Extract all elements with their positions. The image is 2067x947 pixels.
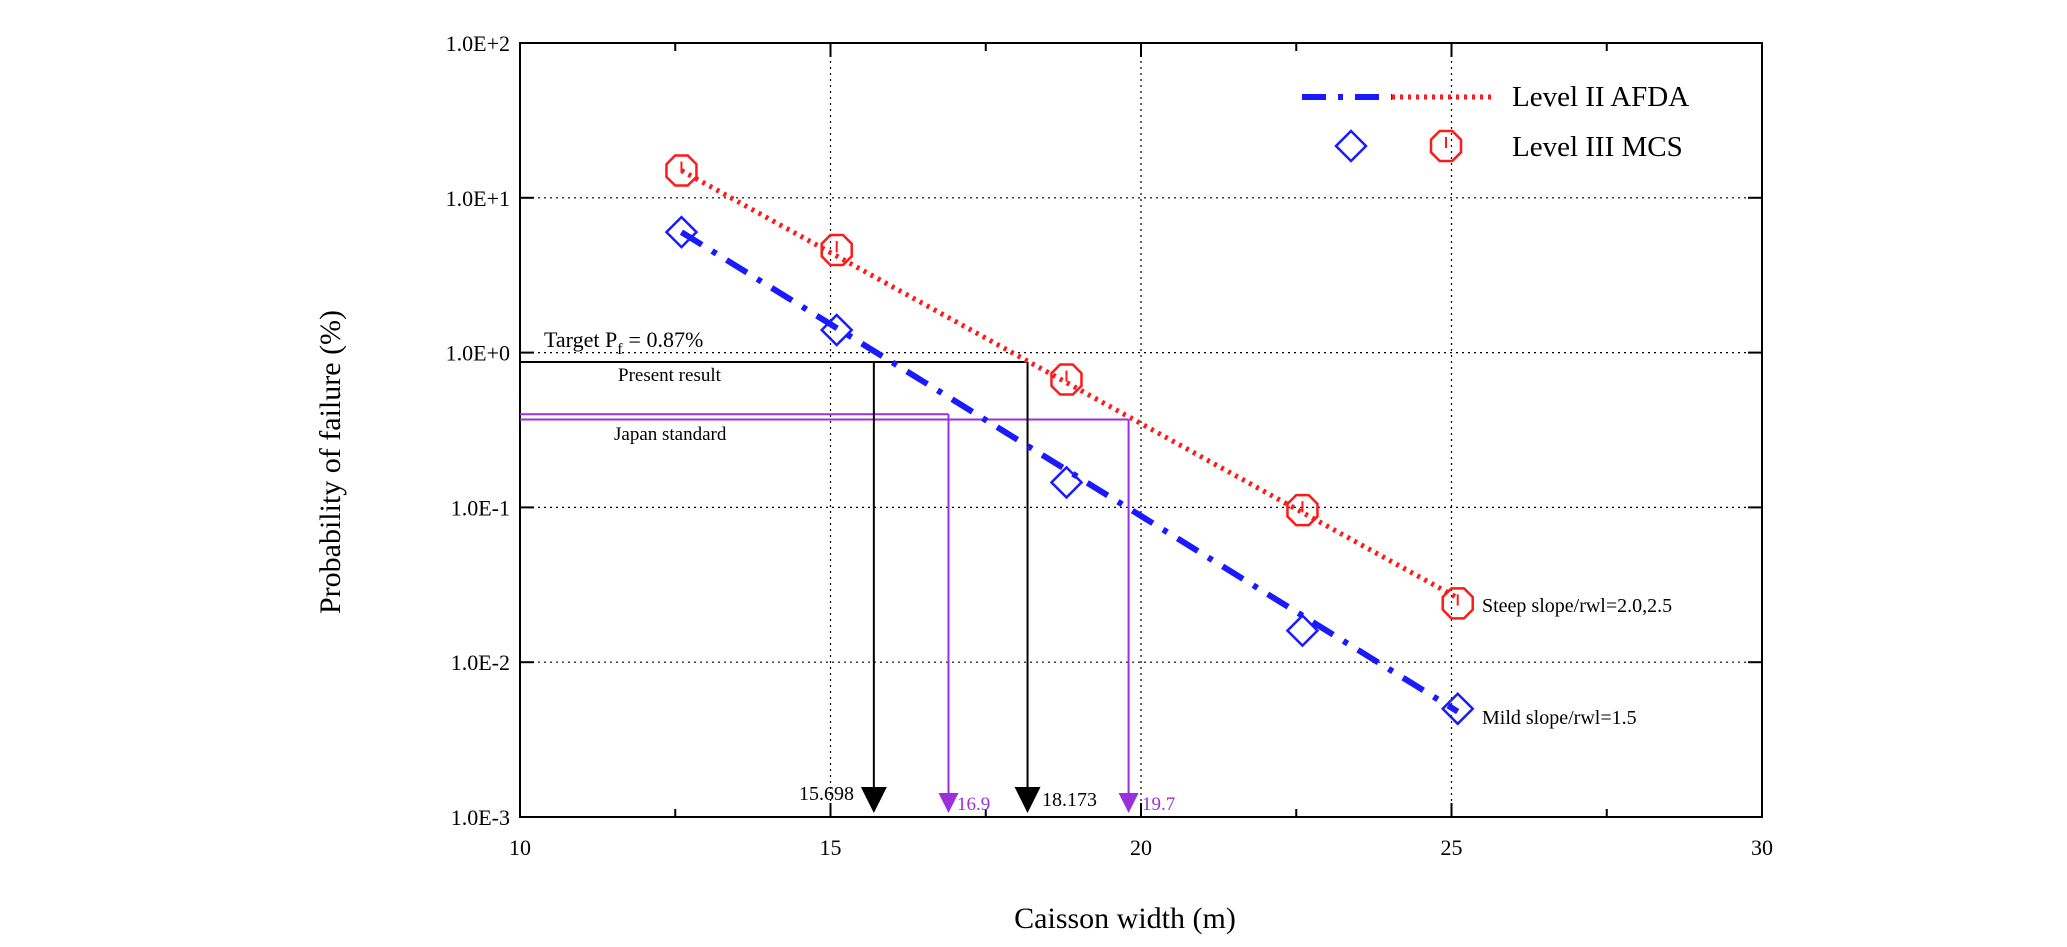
legend xyxy=(1302,94,1492,163)
steep-mcs-point-5-outline xyxy=(1441,587,1474,620)
steep-slope-label: Steep slope/rwl=2.0,2.5 xyxy=(1482,595,1672,617)
legend-mcs-diamond-icon xyxy=(1334,129,1368,163)
target-annotations xyxy=(520,360,1139,813)
y-tick-label-2: 1.0E+2 xyxy=(446,31,510,56)
present-result-label: Present result xyxy=(618,365,722,386)
mild-mcs-point-1 xyxy=(664,215,699,249)
steep-mcs-point-2-outline xyxy=(820,233,853,267)
steep-mcs-point-3-outline xyxy=(1050,363,1083,396)
legend-mcs-label: Level III MCS xyxy=(1512,131,1683,163)
y-axis-title: Probability of failure (%) xyxy=(314,310,347,614)
x-tick-label-10: 10 xyxy=(509,835,531,860)
mild-mcs-point-3 xyxy=(1049,465,1084,500)
y-tick-label--2: 1.0E-2 xyxy=(451,650,510,675)
steep-mcs-point-1-outline xyxy=(665,154,698,187)
y-tick-label--1: 1.0E-1 xyxy=(451,495,510,520)
japan-width-arrow-1-head xyxy=(938,793,959,813)
x-tick-label-15: 15 xyxy=(820,835,842,860)
steep-mcs-point-1 xyxy=(665,154,698,187)
present-width-arrow-2-head xyxy=(1014,787,1041,813)
x-tick-label-30: 30 xyxy=(1751,835,1773,860)
x-axis-title: Caisson width (m) xyxy=(1014,902,1236,935)
series-layer xyxy=(664,154,1475,726)
japan-width-label-1: 16.9 xyxy=(957,794,990,815)
legend-mcs-octagon-icon xyxy=(1429,129,1463,163)
present-width-label-1: 15.698 xyxy=(799,783,854,805)
mild-mcs-point-4 xyxy=(1285,613,1320,648)
y-tick-label-0: 1.0E+0 xyxy=(446,341,510,366)
japan-width-arrow-2-head xyxy=(1118,793,1139,813)
steep-mcs-point-2 xyxy=(820,233,853,267)
axis-ticks: 10 15 20 25 30 1.0E-3 1.0E-2 1.0E-1 1.0E+0 1.0E+1… xyxy=(446,31,1773,860)
mild-mcs-point-5 xyxy=(1440,692,1475,726)
legend-afda-label: Level II AFDA xyxy=(1512,81,1689,113)
steep-mcs-point-5 xyxy=(1441,587,1474,620)
mild-afda-line xyxy=(679,229,1460,715)
mild-mcs-point-2 xyxy=(819,313,854,347)
mild-slope-label: Mild slope/rwl=1.5 xyxy=(1482,707,1637,729)
target-pf-label: Target Pf = 0.87% xyxy=(544,327,703,358)
present-width-label-2: 18.173 xyxy=(1042,789,1097,811)
steep-mcs-point-4 xyxy=(1286,493,1319,527)
present-width-arrow-1-head xyxy=(860,787,887,813)
steep-afda-line xyxy=(680,168,1459,601)
y-tick-label-1: 1.0E+1 xyxy=(446,186,510,211)
japan-standard-label: Japan standard xyxy=(614,424,727,445)
x-tick-label-20: 20 xyxy=(1130,835,1152,860)
japan-width-label-2: 19.7 xyxy=(1142,794,1175,815)
steep-mcs-point-3 xyxy=(1050,363,1083,396)
steep-mcs-point-4-outline xyxy=(1286,493,1319,527)
x-tick-label-25: 25 xyxy=(1441,835,1463,860)
y-tick-label--3: 1.0E-3 xyxy=(451,805,510,830)
